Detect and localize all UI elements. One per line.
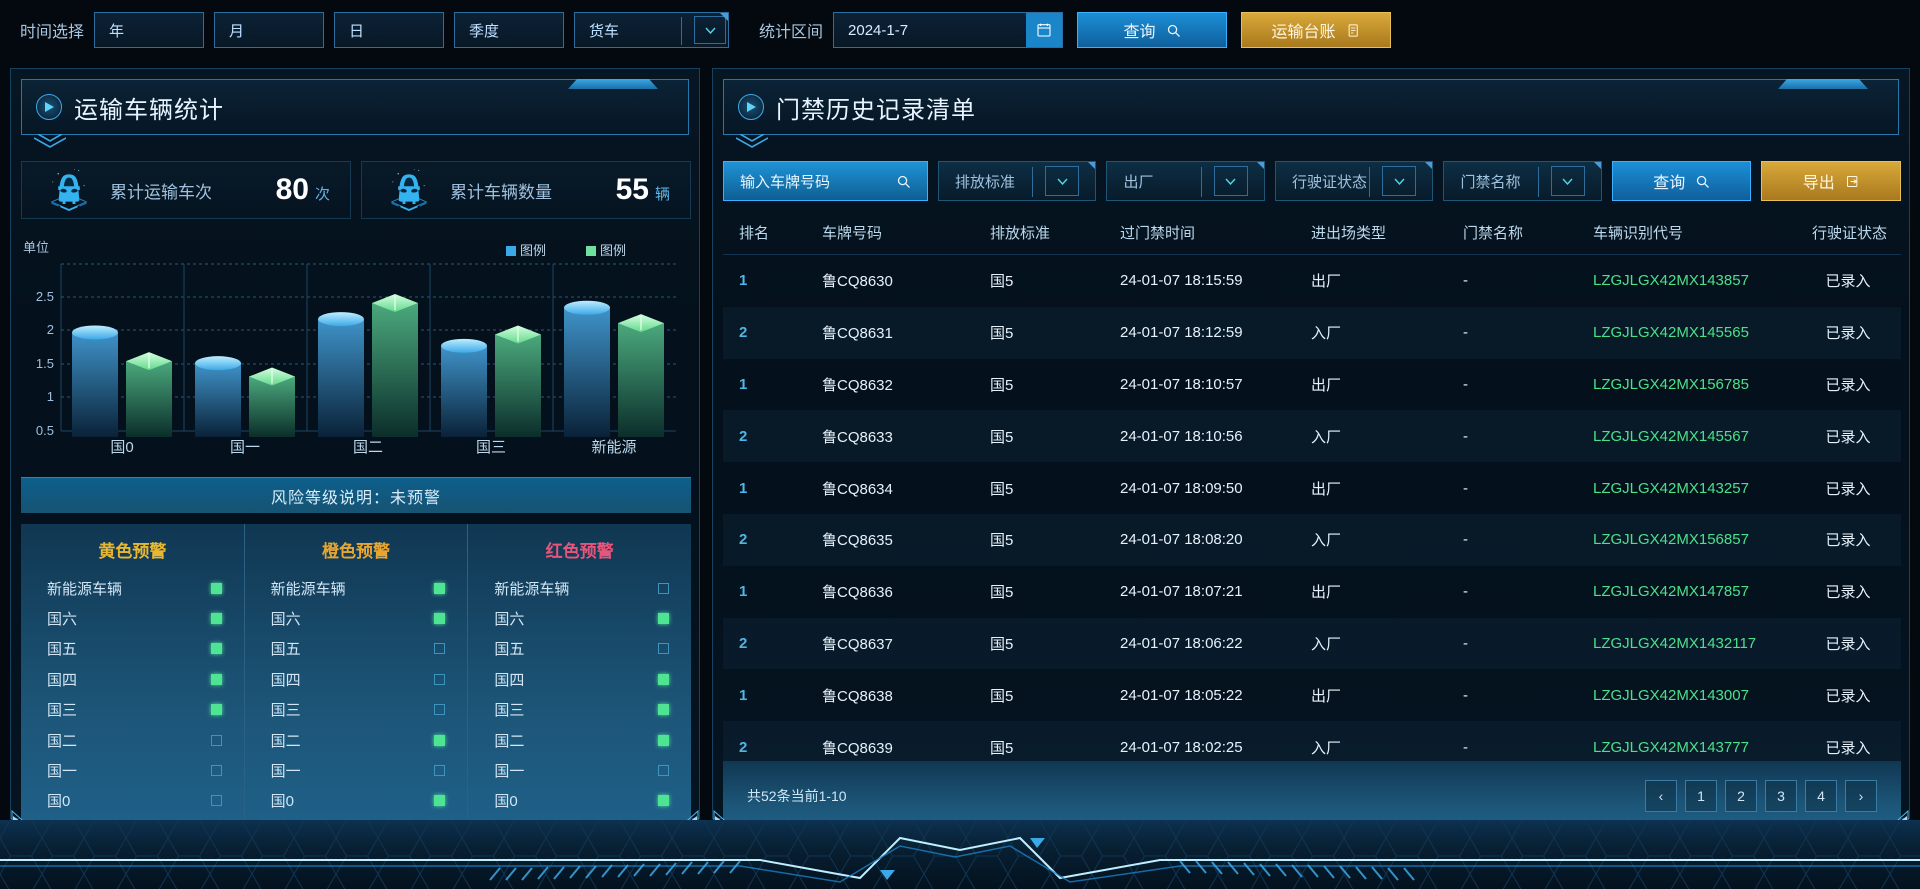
svg-text:1: 1: [47, 389, 54, 404]
svg-text:2: 2: [47, 322, 54, 337]
svg-text:国0: 国0: [110, 439, 133, 456]
svg-text:单位: 单位: [23, 240, 49, 255]
svg-text:新能源: 新能源: [591, 439, 636, 456]
svg-text:图例: 图例: [600, 243, 626, 258]
svg-text:国三: 国三: [476, 439, 506, 456]
svg-text:国二: 国二: [353, 439, 383, 456]
svg-text:0.5: 0.5: [36, 423, 54, 438]
svg-text:2.5: 2.5: [36, 289, 54, 304]
svg-text:国一: 国一: [230, 439, 260, 456]
svg-text:1.5: 1.5: [36, 356, 54, 371]
svg-text:图例: 图例: [520, 243, 546, 258]
